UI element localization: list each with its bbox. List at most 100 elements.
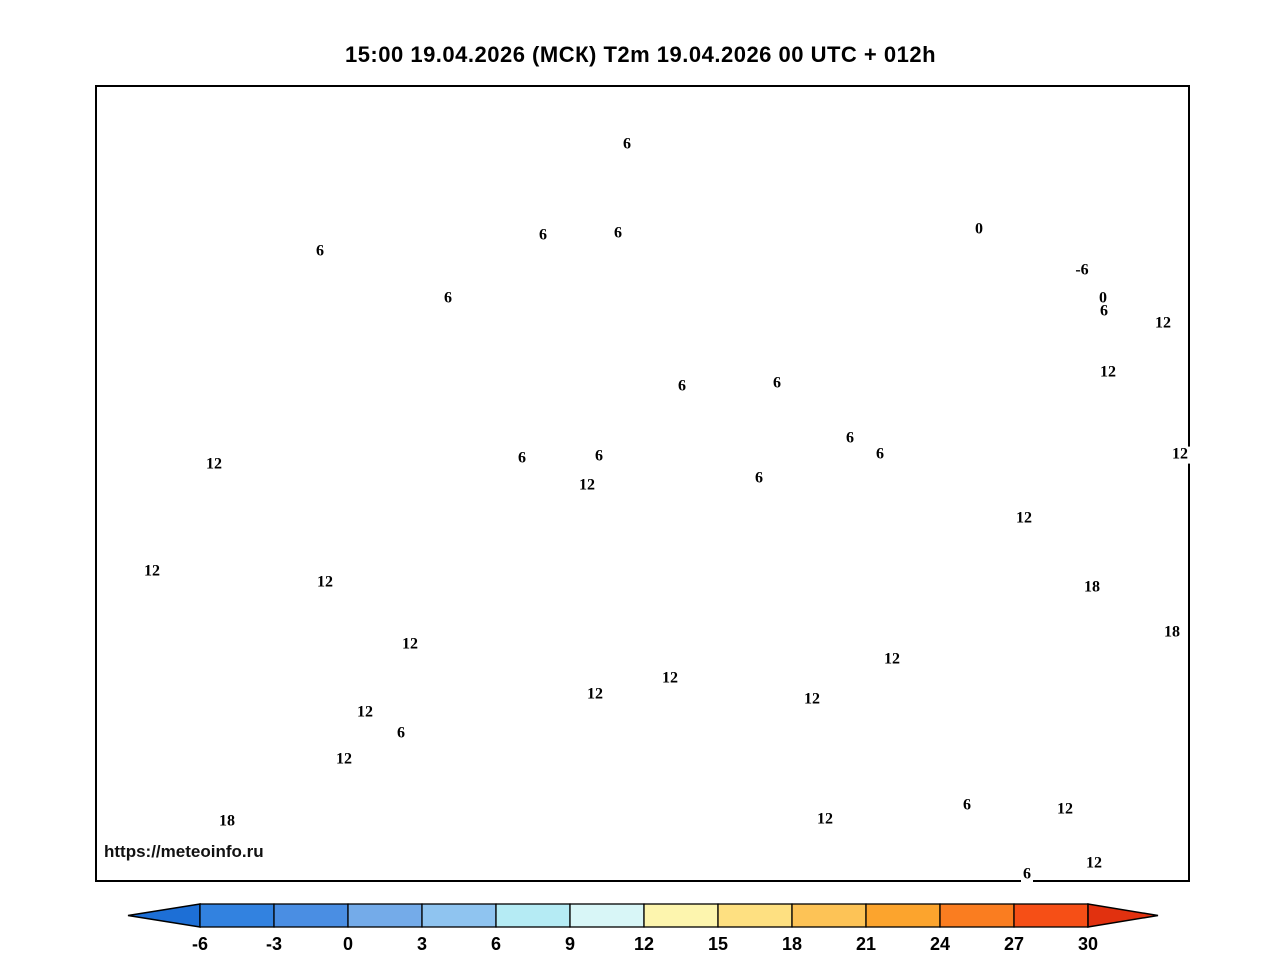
- region-east-hot-21: [1110, 592, 1188, 683]
- lake-ladoga: [737, 341, 772, 377]
- colorbar-tick-label: 3: [417, 934, 427, 954]
- region-alps-core-dark: [298, 702, 373, 726]
- contour-green-squiggle: [693, 601, 746, 635]
- colorbar-tick-label: 6: [491, 934, 501, 954]
- region-caucasus-ring-pale: [915, 777, 1156, 831]
- coast-kola-peninsula: [859, 232, 998, 310]
- region-iceland-core: [192, 102, 260, 144]
- region-norway-mountains-north: [405, 206, 470, 267]
- coast-croatia-islands: [529, 751, 569, 785]
- region-norway-warm-valley: [512, 243, 604, 291]
- parallel-line: [97, 400, 1188, 428]
- region-northeast-cold-m6-m3: [1082, 87, 1188, 146]
- colorbar-tick-label: 9: [565, 934, 575, 954]
- contour-green-squiggle: [532, 415, 571, 444]
- region-base-ocean: [97, 87, 1188, 880]
- region-south-yellow: [97, 331, 1188, 880]
- graticule-layer: [97, 87, 1188, 880]
- region-black-sea-pale: [703, 669, 948, 777]
- coast-novaya-zemlya: [1041, 87, 1107, 244]
- coast-sicily: [515, 829, 535, 843]
- parallel-line: [97, 725, 1188, 748]
- colorbar-segment: [643, 903, 719, 928]
- lake-vanern: [485, 429, 508, 451]
- colorbar-tick-label: -3: [266, 934, 282, 954]
- contour-green-squiggle: [172, 694, 208, 721]
- region-norway-mountains-south: [353, 297, 451, 380]
- meridian-line: [97, 87, 255, 880]
- region-anatolia-pale: [906, 820, 1121, 880]
- meridian-line: [1029, 87, 1188, 880]
- colorbar: -6 -3 0 3 6 9 12 15 18 21 24 27 30: [0, 893, 1281, 961]
- contour-green-squiggle: [612, 778, 651, 808]
- region-sw-corner-21: [97, 775, 157, 880]
- colorbar-tick-label: -6: [192, 934, 208, 954]
- region-iceland-cold: [163, 90, 288, 160]
- region-caspian-pale: [1129, 643, 1188, 880]
- colorbar-segment: [939, 903, 1015, 928]
- colorbar-tick-label: 24: [930, 934, 950, 954]
- coastline-layer: [97, 87, 1188, 880]
- region-med-coast-24: [238, 747, 401, 797]
- colorbar-segment: [865, 903, 941, 928]
- colorbar-tick-label: 0: [343, 934, 353, 954]
- region-east-warm: [806, 382, 1188, 789]
- colorbar-tick-label: 15: [708, 934, 728, 954]
- region-norway-mountains-ring: [342, 288, 462, 389]
- colorbar-segment: [569, 903, 645, 928]
- coast-black-sea: [708, 677, 950, 777]
- colorbar-tick-label: 27: [1004, 934, 1024, 954]
- region-spain-hot: [97, 672, 235, 842]
- colorbar-segment: [199, 903, 275, 928]
- region-atlantic-pale: [97, 345, 185, 531]
- colorbar-tick-label: 21: [856, 934, 876, 954]
- coast-denmark: [343, 461, 401, 552]
- colorbar-segment: [1013, 903, 1089, 928]
- coast-iceland: [135, 87, 412, 218]
- colorbar-segment: [791, 903, 867, 928]
- contour-line-layer: [172, 89, 1157, 808]
- contour-dashed-ring: [1096, 179, 1139, 210]
- region-baltic-sea-cold: [449, 434, 666, 545]
- coast-crimea: [810, 690, 859, 723]
- colorbar-segment: [273, 903, 349, 928]
- region-sw-corner-24: [97, 805, 133, 877]
- coast-danish-islands: [401, 537, 434, 550]
- region-gulf-of-riga-cold: [647, 442, 684, 479]
- region-england-yellow: [188, 460, 288, 601]
- region-north-sweden-cold: [649, 198, 712, 260]
- coast-great-britain: [155, 413, 269, 650]
- colorbar-arrow-left: [127, 903, 201, 928]
- region-east-hot-18: [1061, 557, 1188, 706]
- region-ne-edge-pale: [1097, 297, 1188, 340]
- region-france-warm: [97, 539, 303, 780]
- parallel-line: [97, 237, 1188, 267]
- map-frame: 6 6 6 6 6 0 -6 0 6 12 12 12 6 6 6 6 12 6 6 12 6 12 12 12 18 18 12 1…: [95, 85, 1190, 884]
- colorbar-tick-label: 30: [1078, 934, 1098, 954]
- region-norwegian-sea-cold: [225, 87, 455, 261]
- contour-green-squiggle: [953, 315, 995, 347]
- temperature-fill-layer: [97, 87, 1188, 880]
- page-title: 15:00 19.04.2026 (МСК) T2m 19.04.2026 00…: [344, 42, 937, 67]
- region-alps-core-blue: [263, 692, 431, 735]
- parallel-line: [97, 562, 1188, 587]
- region-se-corner-red: [1141, 825, 1188, 880]
- region-balkans-warm: [411, 704, 746, 880]
- colorbar-scale: -6 -3 0 3 6 9 12 15 18 21 24 27 30: [127, 903, 1159, 954]
- coast-italy: [449, 720, 565, 819]
- region-northeast-cold-3-6: [543, 87, 1188, 462]
- coast-ireland: [101, 476, 181, 590]
- region-alps-ring-pale: [202, 661, 509, 758]
- watermark: https://meteoinfo.ru: [104, 842, 264, 861]
- coast-scandinavia: [370, 101, 819, 512]
- colorbar-tick-label: 18: [782, 934, 802, 954]
- coast-baltic-continental: [97, 401, 819, 647]
- region-northeast-cold-0-3: [725, 87, 1188, 262]
- lake-onega: [786, 329, 813, 362]
- region-alps-ring-cyan: [231, 680, 468, 743]
- coast-sea-of-azov: [854, 668, 912, 710]
- region-biscay-pale: [97, 525, 173, 667]
- colorbar-segment: [495, 903, 571, 928]
- contour-green-squiggle: [851, 543, 895, 575]
